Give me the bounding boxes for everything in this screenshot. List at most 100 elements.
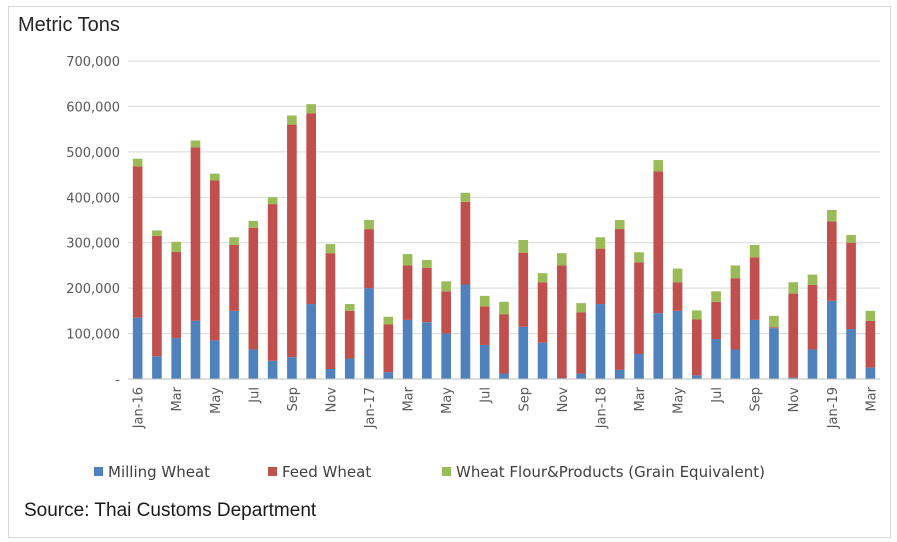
bar-segment	[865, 320, 876, 368]
bar-segment	[287, 124, 297, 358]
bar-segment	[730, 265, 741, 279]
bar-segment	[634, 354, 644, 379]
bar-segment	[499, 373, 509, 379]
x-tick-label: Sep	[749, 387, 764, 412]
bar-segment	[344, 304, 355, 311]
bar-segment	[306, 104, 316, 114]
bar-segment	[711, 301, 721, 340]
x-tick-label: Jan-17	[363, 387, 378, 429]
bar-segment	[248, 349, 259, 379]
bar-segment	[152, 235, 162, 357]
x-tick-label: Sep	[517, 387, 532, 412]
bar-segment	[749, 244, 760, 258]
bar-segment	[209, 173, 220, 181]
bar-segment	[364, 229, 374, 289]
bar-segment	[402, 319, 413, 379]
bar-segment	[807, 284, 818, 350]
x-tick-label: Nov	[556, 387, 571, 413]
legend-label: Wheat Flour&Products (Grain Equivalent)	[456, 463, 765, 481]
legend-swatch	[94, 467, 103, 476]
bar-segment	[807, 349, 818, 379]
y-tick-label: 200,000	[66, 282, 120, 297]
bar-segment	[402, 254, 413, 266]
bar-segment	[634, 252, 644, 263]
x-tick-label: Mar	[170, 386, 185, 411]
bar-segment	[460, 284, 471, 379]
bar-segment	[287, 115, 297, 125]
bar-segment	[788, 293, 799, 378]
x-tick-label: Nov	[324, 387, 339, 413]
bar-segment	[576, 312, 586, 374]
bar-segment	[152, 230, 162, 236]
bar-segment	[479, 344, 490, 379]
y-tick-label: -	[115, 373, 120, 388]
bar-segment	[595, 248, 606, 305]
x-axis: Jan-16 Mar May Jul Sep Nov Jan-17 Mar May Jul Sep N…	[128, 378, 880, 429]
bar-segment	[788, 377, 799, 379]
bar-segment	[402, 265, 413, 320]
bar-segment	[518, 326, 529, 379]
bar-segment	[749, 319, 760, 379]
x-tick-label: May	[209, 387, 224, 414]
bar-segment	[422, 322, 432, 379]
bar-segment	[306, 113, 316, 305]
bar-segment	[557, 265, 567, 379]
bar-segment	[209, 340, 220, 379]
bar-segment	[422, 267, 432, 323]
bar-segment	[653, 160, 664, 172]
bar-segment	[672, 310, 683, 379]
bar-segment	[769, 315, 779, 328]
legend: Milling Wheat Feed Wheat Wheat Flour&Produ…	[94, 463, 765, 481]
bar-segment	[576, 303, 586, 313]
bar-segment	[229, 244, 239, 311]
x-tick-label: Jan-16	[132, 387, 147, 429]
bar-segment	[441, 281, 451, 292]
bar-segment	[518, 239, 529, 253]
bar-segment	[306, 304, 316, 379]
bar-segment	[171, 338, 182, 379]
x-tick-label: Jul	[247, 387, 262, 404]
x-tick-label: Mar	[864, 386, 879, 411]
x-tick-label: May	[672, 387, 687, 414]
bar-segment	[132, 317, 143, 379]
bar-segment	[229, 237, 239, 245]
bar-segment	[209, 180, 220, 341]
bar-segment	[846, 234, 856, 243]
bar-segment	[711, 291, 721, 302]
bar-segment	[479, 295, 490, 307]
bar-segment	[846, 242, 856, 330]
bar-segment	[460, 201, 471, 285]
bar-segment	[383, 372, 394, 379]
bar-segment	[749, 257, 760, 320]
legend-label: Feed Wheat	[282, 463, 371, 481]
x-tick-label: May	[440, 387, 455, 414]
bar-segment	[788, 282, 799, 294]
bars	[132, 104, 876, 379]
bar-segment	[171, 251, 182, 339]
y-tick-label: 500,000	[66, 146, 120, 161]
x-tick-label: Jan-18	[594, 387, 609, 429]
bar-segment	[537, 342, 548, 379]
bar-segment	[364, 220, 374, 230]
bar-segment	[190, 147, 201, 321]
bar-segment	[595, 304, 606, 379]
bar-segment	[383, 316, 394, 325]
y-tick-label: 700,000	[66, 55, 120, 70]
bar-segment	[441, 333, 451, 379]
bar-segment	[152, 356, 162, 379]
bar-segment	[537, 273, 548, 283]
legend-swatch	[268, 467, 277, 476]
y-tick-label: 300,000	[66, 237, 120, 252]
bar-segment	[422, 259, 432, 268]
x-tick-label: Jan-19	[826, 387, 841, 429]
bar-segment	[171, 241, 182, 252]
bar-segment	[441, 291, 451, 334]
bar-segment	[653, 313, 664, 379]
bar-segment	[325, 253, 336, 370]
bar-segment	[692, 319, 702, 376]
bar-segment	[248, 220, 259, 228]
bar-segment	[344, 310, 355, 359]
x-tick-label: Nov	[787, 387, 802, 413]
bar-segment	[692, 310, 702, 320]
